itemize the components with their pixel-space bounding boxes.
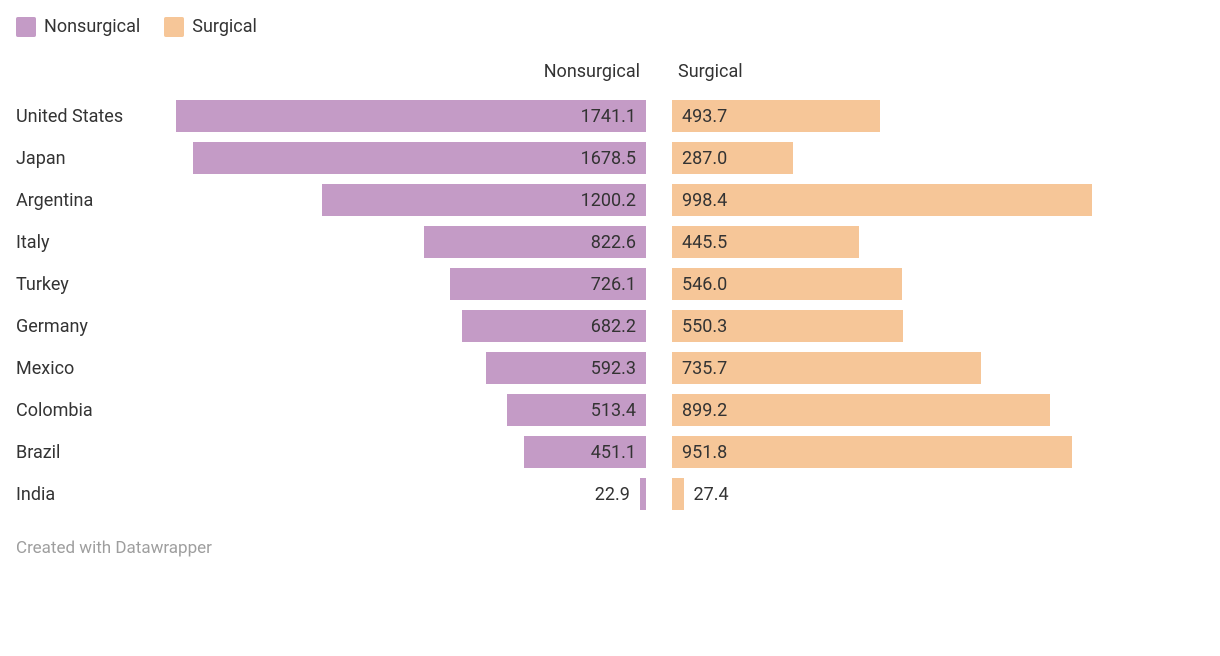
attribution-text: Created with Datawrapper xyxy=(16,538,1204,558)
surgical-value: 951.8 xyxy=(672,436,727,468)
nonsurgical-cell: 822.6 xyxy=(176,226,646,258)
country-label: Mexico xyxy=(16,352,176,384)
nonsurgical-cell: 1678.5 xyxy=(176,142,646,174)
row-gap xyxy=(646,352,672,384)
nonsurgical-value: 726.1 xyxy=(591,268,646,300)
nonsurgical-value: 1678.5 xyxy=(581,142,646,174)
country-label: Italy xyxy=(16,226,176,258)
legend-swatch-nonsurgical xyxy=(16,17,36,37)
surgical-bar xyxy=(672,394,1050,426)
surgical-cell: 951.8 xyxy=(672,436,1092,468)
surgical-value: 550.3 xyxy=(672,310,727,342)
chart-grid: Nonsurgical Surgical United States 1741.1… xyxy=(16,61,1204,510)
nonsurgical-cell: 592.3 xyxy=(176,352,646,384)
surgical-bar xyxy=(672,436,1072,468)
row-gap xyxy=(646,100,672,132)
nonsurgical-cell: 451.1 xyxy=(176,436,646,468)
legend-swatch-surgical xyxy=(164,17,184,37)
nonsurgical-cell: 1200.2 xyxy=(176,184,646,216)
surgical-cell: 998.4 xyxy=(672,184,1092,216)
surgical-value: 735.7 xyxy=(672,352,727,384)
row-gap xyxy=(646,268,672,300)
legend: Nonsurgical Surgical xyxy=(16,16,1204,37)
nonsurgical-bar xyxy=(193,142,646,174)
legend-item-surgical: Surgical xyxy=(164,16,257,37)
country-label: Colombia xyxy=(16,394,176,426)
country-label: Argentina xyxy=(16,184,176,216)
row-gap xyxy=(646,142,672,174)
surgical-cell: 287.0 xyxy=(672,142,1092,174)
surgical-cell: 27.4 xyxy=(672,478,1092,510)
nonsurgical-cell: 22.9 xyxy=(176,478,646,510)
nonsurgical-cell: 682.2 xyxy=(176,310,646,342)
country-label: Turkey xyxy=(16,268,176,300)
surgical-value: 445.5 xyxy=(672,226,727,258)
country-label: Germany xyxy=(16,310,176,342)
legend-label-surgical: Surgical xyxy=(192,16,257,37)
nonsurgical-cell: 726.1 xyxy=(176,268,646,300)
surgical-cell: 546.0 xyxy=(672,268,1092,300)
nonsurgical-bar xyxy=(176,100,646,132)
surgical-cell: 493.7 xyxy=(672,100,1092,132)
row-gap xyxy=(646,226,672,258)
country-label: Japan xyxy=(16,142,176,174)
country-label: United States xyxy=(16,100,176,132)
surgical-cell: 550.3 xyxy=(672,310,1092,342)
surgical-bar xyxy=(672,184,1092,216)
legend-item-nonsurgical: Nonsurgical xyxy=(16,16,140,37)
surgical-value: 899.2 xyxy=(672,394,727,426)
legend-label-nonsurgical: Nonsurgical xyxy=(44,16,140,37)
nonsurgical-value: 682.2 xyxy=(591,310,646,342)
nonsurgical-cell: 1741.1 xyxy=(176,100,646,132)
surgical-cell: 899.2 xyxy=(672,394,1092,426)
nonsurgical-value: 822.6 xyxy=(591,226,646,258)
nonsurgical-value: 513.4 xyxy=(591,394,646,426)
nonsurgical-value: 1741.1 xyxy=(581,100,646,132)
surgical-value: 27.4 xyxy=(684,478,729,510)
nonsurgical-cell: 513.4 xyxy=(176,394,646,426)
country-label: India xyxy=(16,478,176,510)
column-header-nonsurgical: Nonsurgical xyxy=(176,61,646,90)
nonsurgical-value: 1200.2 xyxy=(581,184,646,216)
surgical-value: 546.0 xyxy=(672,268,727,300)
country-label: Brazil xyxy=(16,436,176,468)
row-gap xyxy=(646,436,672,468)
surgical-cell: 735.7 xyxy=(672,352,1092,384)
nonsurgical-value: 22.9 xyxy=(595,478,640,510)
nonsurgical-value: 451.1 xyxy=(591,436,646,468)
split-bar-chart: Nonsurgical Surgical Nonsurgical Surgica… xyxy=(0,0,1220,566)
row-gap xyxy=(646,478,672,510)
surgical-value: 493.7 xyxy=(672,100,727,132)
surgical-bar xyxy=(672,478,684,510)
surgical-value: 287.0 xyxy=(672,142,727,174)
nonsurgical-bar xyxy=(640,478,646,510)
column-header-surgical: Surgical xyxy=(672,61,1092,90)
surgical-cell: 445.5 xyxy=(672,226,1092,258)
surgical-value: 998.4 xyxy=(672,184,727,216)
row-gap xyxy=(646,310,672,342)
row-gap xyxy=(646,394,672,426)
row-gap xyxy=(646,184,672,216)
nonsurgical-value: 592.3 xyxy=(591,352,646,384)
